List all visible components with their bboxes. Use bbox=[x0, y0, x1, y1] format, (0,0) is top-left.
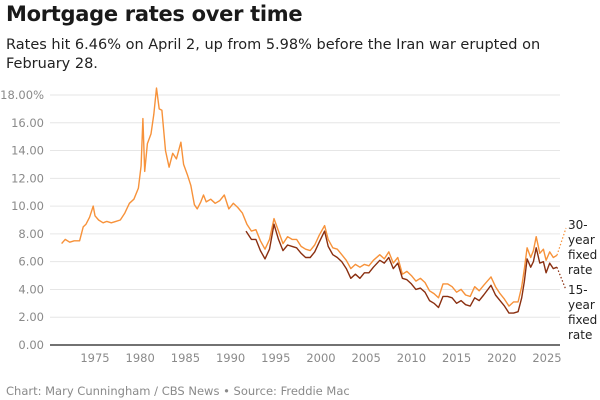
y-tick-label: 8.00 bbox=[18, 227, 44, 241]
y-tick-label: 18.00% bbox=[0, 88, 44, 102]
x-tick-label: 2020 bbox=[487, 351, 516, 365]
series-label-text: fixed bbox=[568, 313, 597, 327]
y-tick-label: 12.00 bbox=[11, 171, 44, 185]
x-tick-label: 1975 bbox=[80, 351, 109, 365]
x-tick-label: 2000 bbox=[306, 351, 335, 365]
chart-source-footer: Chart: Mary Cunningham / CBS News • Sour… bbox=[6, 384, 350, 398]
y-tick-label: 10.00 bbox=[11, 199, 44, 213]
series-label-text: year bbox=[568, 298, 595, 312]
series-label-text: 15- bbox=[568, 283, 588, 297]
series-leader-line bbox=[556, 227, 567, 256]
x-tick-label: 2010 bbox=[397, 351, 426, 365]
series-lines bbox=[61, 87, 558, 314]
series-line-15-year bbox=[245, 223, 558, 314]
y-axis-ticks: 0.00 2.00 4.00 6.00 8.00 10.00 12.00 14.00 16.00… bbox=[0, 88, 44, 352]
chart-subtitle: Rates hit 6.46% on April 2, up from 5.98… bbox=[6, 37, 541, 72]
y-tick-label: 0.00 bbox=[18, 338, 44, 352]
series-label-text: 30- bbox=[568, 218, 588, 232]
x-axis-ticks: 1975 1980 1985 1990 1995 2000 2005 2010 2015 2020… bbox=[80, 351, 561, 365]
x-tick-label: 2015 bbox=[442, 351, 471, 365]
series-leader-line bbox=[556, 267, 567, 291]
y-tick-label: 16.00 bbox=[11, 116, 44, 130]
gridlines bbox=[50, 94, 560, 318]
series-label-text: rate bbox=[568, 263, 592, 277]
series-label-text: rate bbox=[568, 328, 592, 342]
x-tick-label: 1995 bbox=[261, 351, 290, 365]
x-tick-label: 1985 bbox=[171, 351, 200, 365]
x-tick-label: 2005 bbox=[352, 351, 381, 365]
y-tick-label: 14.00 bbox=[11, 144, 44, 158]
chart-title: Mortgage rates over time bbox=[6, 2, 303, 26]
x-tick-label: 1990 bbox=[216, 351, 245, 365]
y-tick-label: 6.00 bbox=[18, 255, 44, 269]
series-label-text: fixed bbox=[568, 248, 597, 262]
series-label-text: year bbox=[568, 233, 595, 247]
y-tick-label: 2.00 bbox=[18, 310, 44, 324]
series-line-30-year bbox=[61, 87, 558, 307]
x-tick-label: 2025 bbox=[532, 351, 561, 365]
y-tick-label: 4.00 bbox=[18, 282, 44, 296]
x-tick-label: 1980 bbox=[126, 351, 155, 365]
